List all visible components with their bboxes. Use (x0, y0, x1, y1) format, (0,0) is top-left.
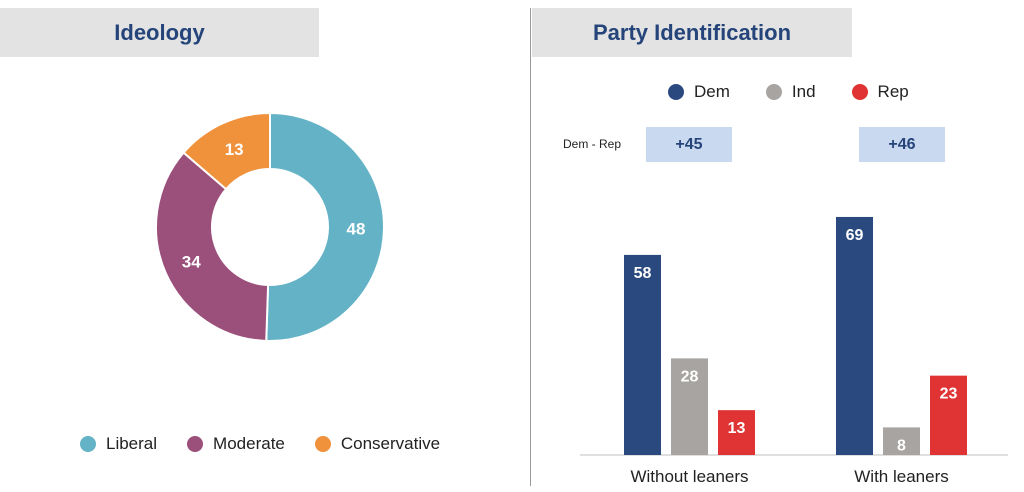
legend-label-moderate: Moderate (213, 434, 285, 453)
conservative-swatch (314, 436, 331, 452)
bar-rep-with-leaners (930, 375, 967, 455)
legend-label-liberal: Liberal (106, 434, 158, 453)
legend-item-ind: Ind (765, 82, 816, 102)
legend-item-rep: Rep (851, 82, 909, 102)
bar-label-dem-without-leaners: 58 (634, 265, 652, 282)
legend-label-dem: Dem (694, 82, 730, 101)
slice-liberal (265, 111, 385, 342)
dem-rep-difference-label: Dem - Rep (563, 137, 622, 151)
legend-item-conservative: Conservative (314, 434, 441, 454)
legend-item-dem: Dem (668, 82, 730, 102)
legend-label-ind: Ind (791, 82, 816, 101)
bar-dem-with-leaners (836, 216, 873, 455)
legend-item-moderate: Moderate (187, 434, 285, 454)
bar-label-ind-without-leaners: 28 (681, 368, 699, 385)
ideology-legend: Liberal Moderate Conservative (80, 434, 440, 454)
bar-rep-without-leaners (718, 410, 755, 455)
legend-label-conservative: Conservative (340, 434, 441, 453)
category-label-with-leaners: With leaners (854, 467, 948, 486)
moderate-swatch (187, 436, 204, 452)
panel-divider (530, 8, 531, 486)
ideology-donut-chart: 48 34 13 (155, 111, 385, 342)
slice-label-moderate: 34 (182, 253, 201, 272)
difference-without-leaners: +45 (646, 127, 732, 162)
difference-with-leaners: +46 (859, 127, 945, 162)
slice-label-liberal: 48 (347, 219, 366, 238)
ind-swatch (765, 84, 782, 100)
category-label-without-leaners: Without leaners (630, 467, 748, 486)
slice-label-conservative: 13 (225, 140, 244, 159)
rep-swatch (851, 84, 868, 100)
liberal-swatch (80, 436, 96, 452)
bar-ind-without-leaners (671, 358, 708, 455)
bar-label-rep-without-leaners: 13 (728, 420, 746, 437)
bar-label-rep-with-leaners: 23 (940, 386, 958, 403)
slice-conservative (182, 111, 271, 191)
legend-item-liberal: Liberal (80, 434, 157, 454)
slice-moderate (155, 151, 270, 342)
bar-ind-with-leaners (883, 427, 920, 455)
dem-swatch (668, 84, 684, 100)
ideology-title: Ideology (0, 8, 319, 57)
bar-dem-without-leaners (624, 254, 661, 455)
party-legend: Dem Ind Rep (668, 82, 909, 102)
legend-label-rep: Rep (877, 82, 909, 101)
bar-label-dem-with-leaners: 69 (846, 227, 864, 244)
bar-label-ind-with-leaners: 8 (897, 437, 906, 454)
party-identification-title: Party Identification (532, 8, 852, 57)
